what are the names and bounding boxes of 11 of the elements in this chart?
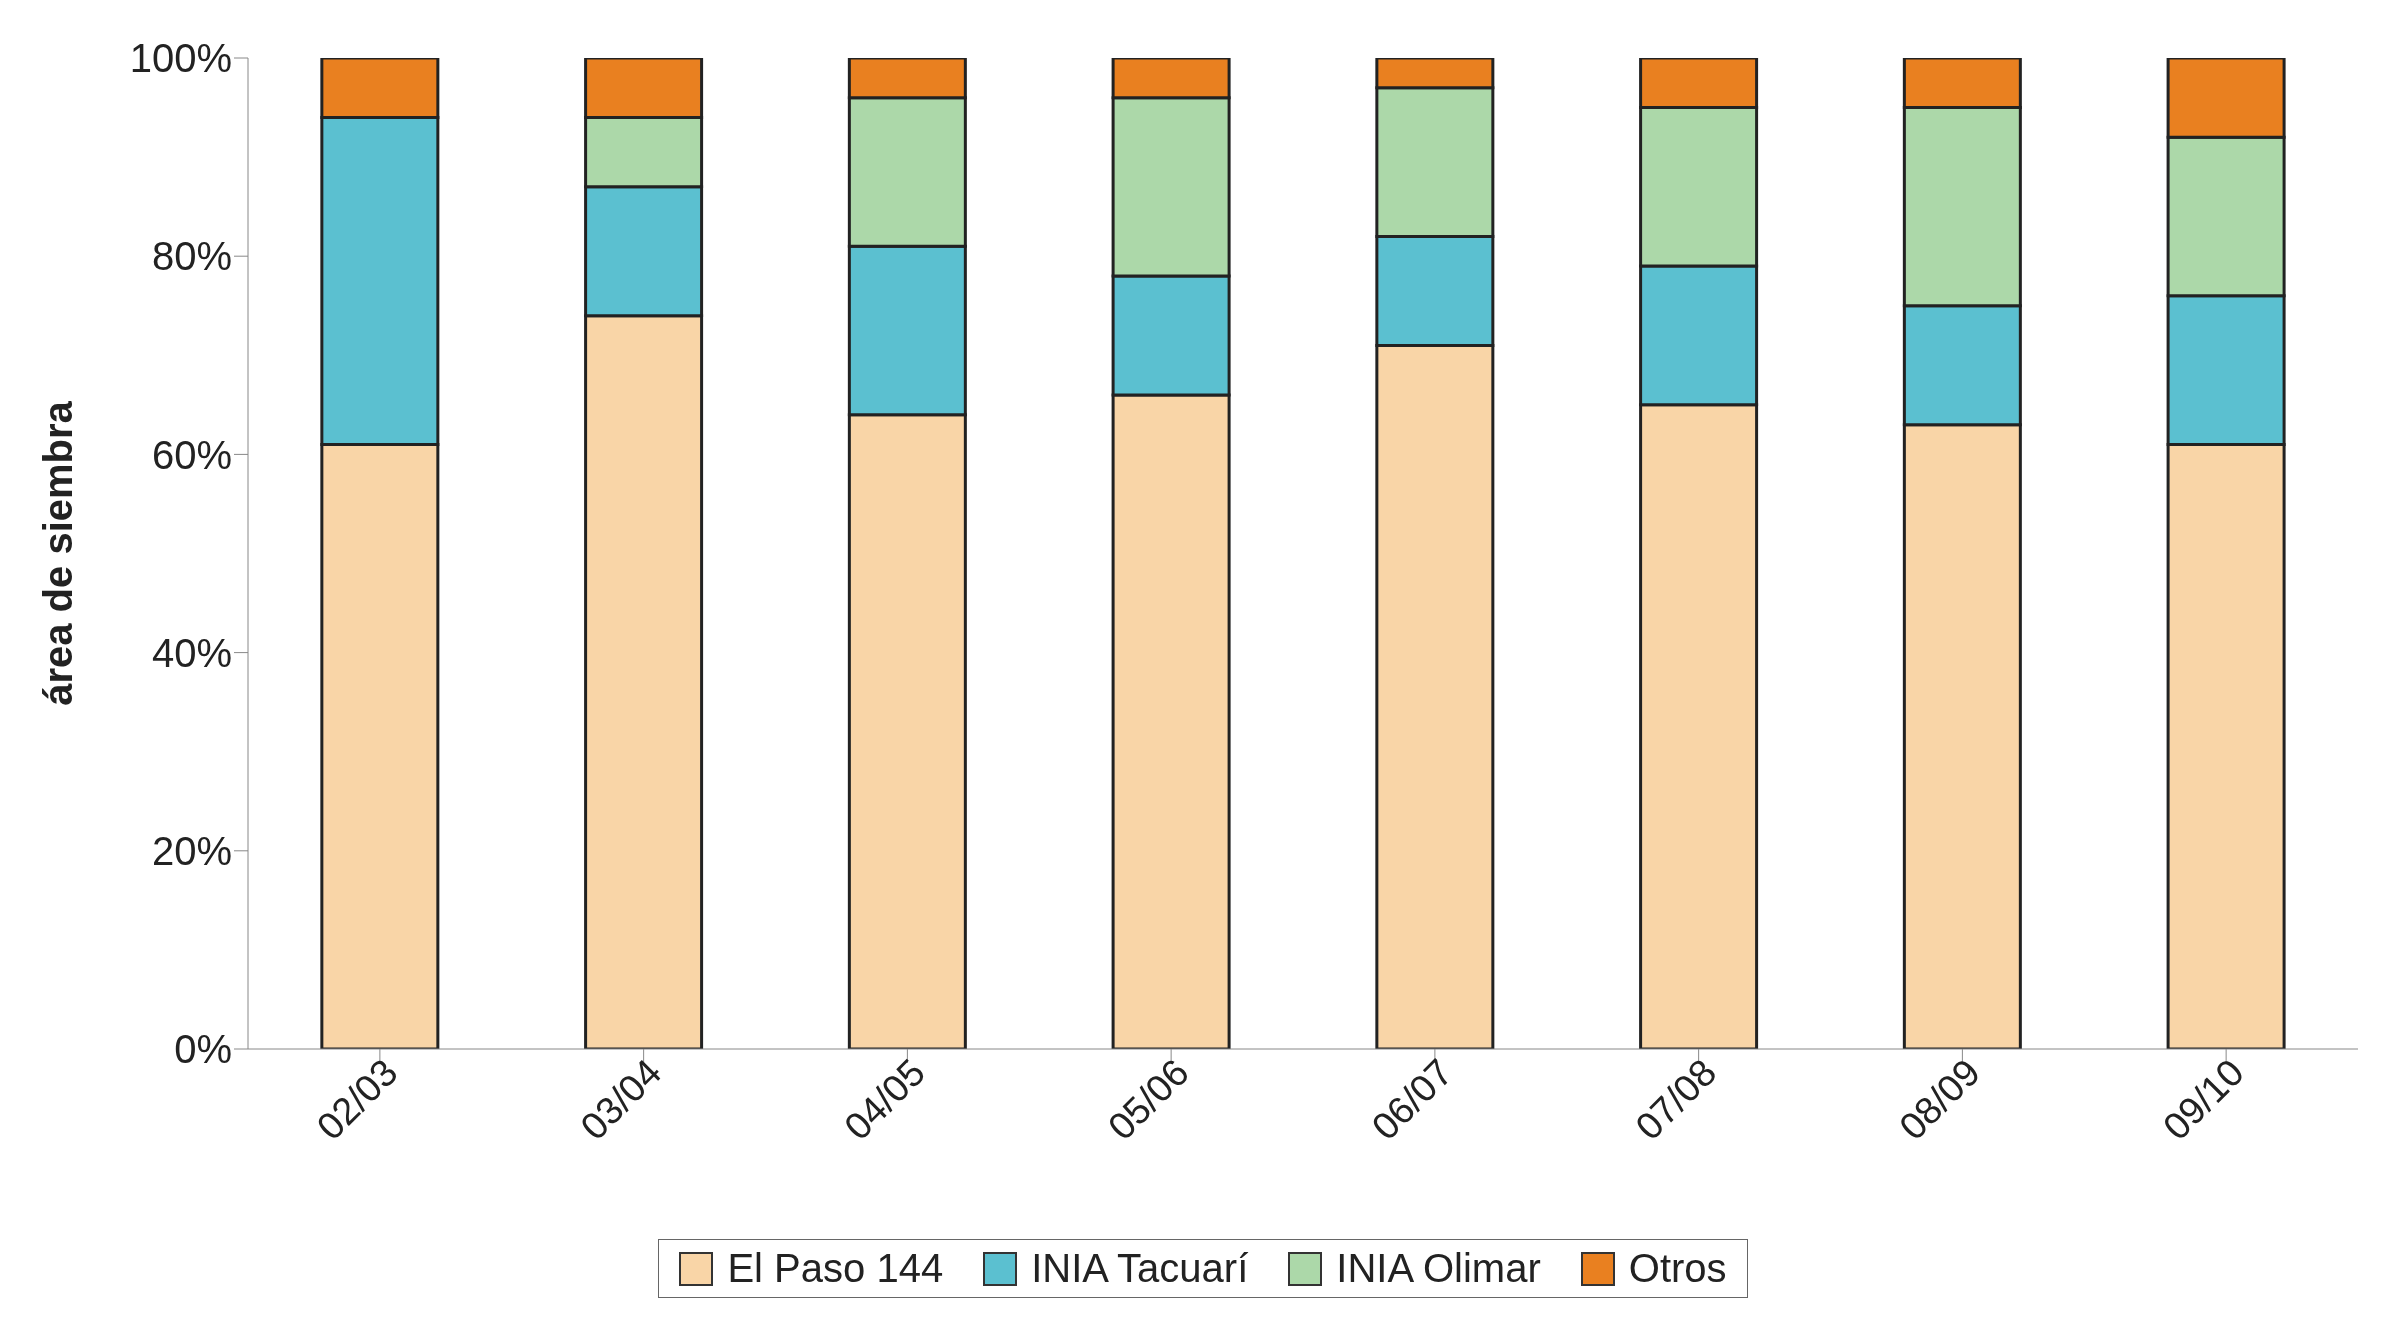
legend-label: INIA Tacuarí — [1031, 1246, 1249, 1291]
y-tick-label: 20% — [151, 829, 232, 873]
legend-label: Otros — [1628, 1246, 1727, 1291]
legend-label: INIA Olimar — [1336, 1246, 1541, 1291]
legend-label: El Paso 144 — [727, 1246, 944, 1291]
y-tick-label: 60% — [151, 432, 232, 477]
y-tick-label: 100% — [129, 36, 232, 81]
y-tick-label: 40% — [151, 630, 232, 675]
y-axis-title: área de siembra — [36, 400, 81, 706]
y-tick-label: 80% — [151, 234, 232, 279]
y-tick-label: 0% — [174, 1027, 232, 1072]
